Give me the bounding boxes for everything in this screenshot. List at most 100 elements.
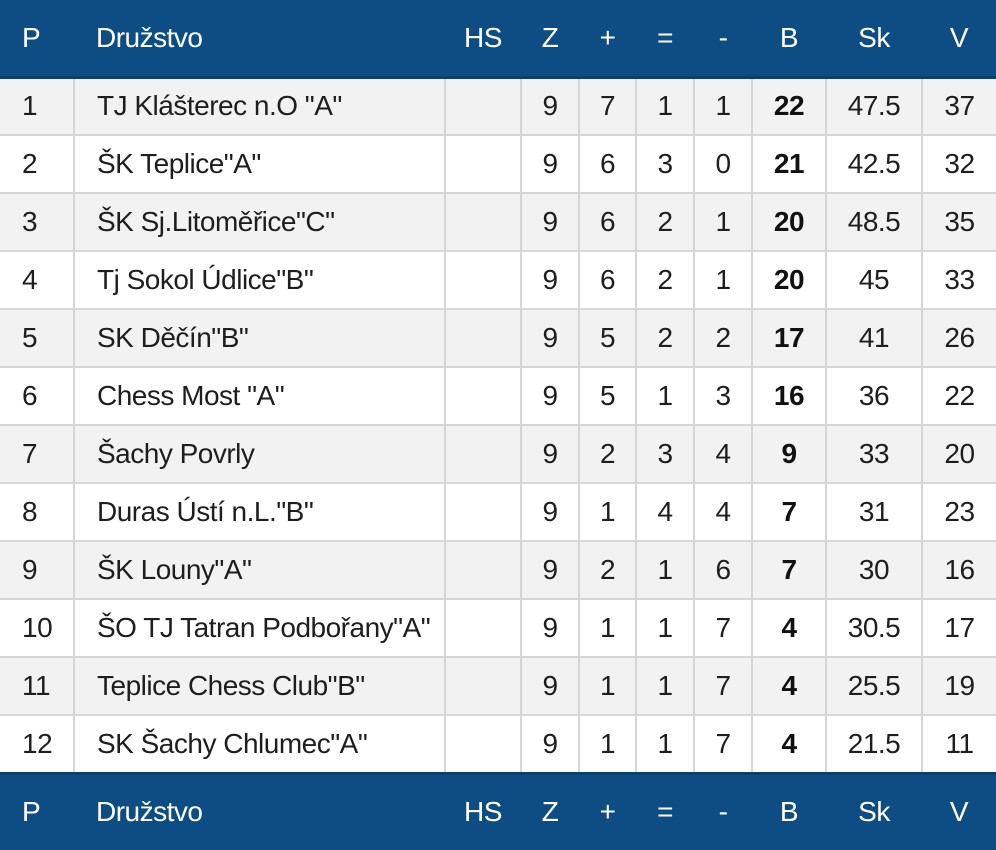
cell-team[interactable]: ŠK Sj.Litoměřice"C" (74, 193, 446, 252)
cell-points: 16 (752, 367, 827, 426)
cell-team[interactable]: Teplice Chess Club"B" (74, 657, 446, 716)
footer-score[interactable]: Sk (858, 796, 890, 828)
table-body: 1 TJ Klášterec n.O "A" 9 7 1 1 22 47.5 37 2 ŠK Tep… (0, 77, 996, 774)
cell-games: 9 (521, 251, 580, 310)
cell-v: 35 (922, 193, 996, 252)
header-wins[interactable]: + (599, 21, 616, 53)
table-row: 12 SK Šachy Chlumec"A" 9 1 1 7 4 21.5 11 (0, 715, 996, 774)
cell-draws: 1 (636, 77, 695, 136)
cell-draws: 1 (636, 541, 695, 600)
cell-wins: 2 (579, 541, 637, 600)
cell-losses: 7 (694, 599, 753, 658)
cell-games: 9 (521, 425, 580, 484)
cell-hs (445, 77, 522, 136)
cell-v: 19 (922, 657, 996, 716)
cell-hs (445, 541, 522, 600)
cell-team[interactable]: ŠK Teplice"A" (74, 135, 446, 194)
footer-v[interactable]: V (949, 796, 969, 828)
cell-hs (445, 715, 522, 774)
header-games[interactable]: Z (541, 21, 559, 53)
cell-position: 5 (0, 309, 75, 368)
cell-position: 12 (0, 715, 75, 774)
table-row: 11 Teplice Chess Club"B" 9 1 1 7 4 25.5 19 (0, 657, 996, 716)
footer-losses[interactable]: - (718, 796, 728, 828)
cell-team[interactable]: Tj Sokol Údlice"B" (74, 251, 446, 310)
header-hs[interactable]: HS (464, 21, 502, 53)
cell-team[interactable]: SK Šachy Chlumec"A" (74, 715, 446, 774)
cell-draws: 4 (636, 483, 695, 542)
cell-v: 26 (922, 309, 996, 368)
cell-draws: 1 (636, 367, 695, 426)
cell-draws: 1 (636, 715, 695, 774)
header-row: P Družstvo HS Z + = - B Sk V (0, 0, 996, 77)
header-team[interactable]: Družstvo (96, 21, 203, 53)
footer-wins[interactable]: + (599, 796, 616, 828)
cell-losses: 4 (694, 483, 753, 542)
cell-points: 20 (752, 251, 827, 310)
cell-games: 9 (521, 483, 580, 542)
header-score[interactable]: Sk (858, 21, 890, 53)
cell-v: 20 (922, 425, 996, 484)
cell-points: 4 (752, 599, 827, 658)
table-row: 8 Duras Ústí n.L."B" 9 1 4 4 7 31 23 (0, 483, 996, 542)
cell-v: 23 (922, 483, 996, 542)
cell-hs (445, 193, 522, 252)
cell-points: 7 (752, 541, 827, 600)
footer-draws[interactable]: = (657, 796, 673, 828)
header-losses[interactable]: - (718, 21, 728, 53)
cell-hs (445, 251, 522, 310)
cell-score: 45 (826, 251, 923, 310)
table-row: 2 ŠK Teplice"A" 9 6 3 0 21 42.5 32 (0, 135, 996, 194)
cell-v: 22 (922, 367, 996, 426)
cell-losses: 0 (694, 135, 753, 194)
footer-games[interactable]: Z (541, 796, 559, 828)
header-draws[interactable]: = (657, 21, 673, 53)
cell-position: 11 (0, 657, 75, 716)
cell-hs (445, 657, 522, 716)
cell-team[interactable]: ŠK Louny"A" (74, 541, 446, 600)
cell-position: 7 (0, 425, 75, 484)
header-position[interactable]: P (22, 21, 41, 53)
footer-hs[interactable]: HS (464, 796, 502, 828)
cell-team[interactable]: Šachy Povrly (74, 425, 446, 484)
table-row: 6 Chess Most "A" 9 5 1 3 16 36 22 (0, 367, 996, 426)
cell-losses: 1 (694, 251, 753, 310)
cell-losses: 6 (694, 541, 753, 600)
cell-losses: 1 (694, 193, 753, 252)
cell-position: 8 (0, 483, 75, 542)
cell-games: 9 (521, 715, 580, 774)
header-points[interactable]: B (779, 21, 799, 53)
cell-score: 47.5 (826, 77, 923, 136)
header-v[interactable]: V (949, 21, 969, 53)
table-footer: P Družstvo HS Z + = - B Sk V (0, 773, 996, 850)
cell-games: 9 (521, 77, 580, 136)
cell-team[interactable]: SK Děčín"B" (74, 309, 446, 368)
cell-team[interactable]: Duras Ústí n.L."B" (74, 483, 446, 542)
cell-team[interactable]: Chess Most "A" (74, 367, 446, 426)
cell-score: 21.5 (826, 715, 923, 774)
footer-position[interactable]: P (22, 796, 41, 828)
cell-draws: 3 (636, 135, 695, 194)
cell-wins: 6 (579, 135, 637, 194)
cell-position: 3 (0, 193, 75, 252)
cell-losses: 1 (694, 77, 753, 136)
footer-points[interactable]: B (779, 796, 799, 828)
cell-score: 30 (826, 541, 923, 600)
cell-draws: 1 (636, 599, 695, 658)
cell-score: 48.5 (826, 193, 923, 252)
footer-team[interactable]: Družstvo (96, 796, 203, 828)
cell-wins: 5 (579, 367, 637, 426)
cell-wins: 1 (579, 657, 637, 716)
cell-hs (445, 425, 522, 484)
table-row: 4 Tj Sokol Údlice"B" 9 6 2 1 20 45 33 (0, 251, 996, 310)
cell-draws: 2 (636, 193, 695, 252)
cell-team[interactable]: ŠO TJ Tatran Podbořany"A" (74, 599, 446, 658)
cell-score: 31 (826, 483, 923, 542)
table-row: 5 SK Děčín"B" 9 5 2 2 17 41 26 (0, 309, 996, 368)
table-row: 9 ŠK Louny"A" 9 2 1 6 7 30 16 (0, 541, 996, 600)
cell-score: 42.5 (826, 135, 923, 194)
cell-games: 9 (521, 193, 580, 252)
cell-team[interactable]: TJ Klášterec n.O "A" (74, 77, 446, 136)
cell-hs (445, 367, 522, 426)
cell-wins: 1 (579, 599, 637, 658)
